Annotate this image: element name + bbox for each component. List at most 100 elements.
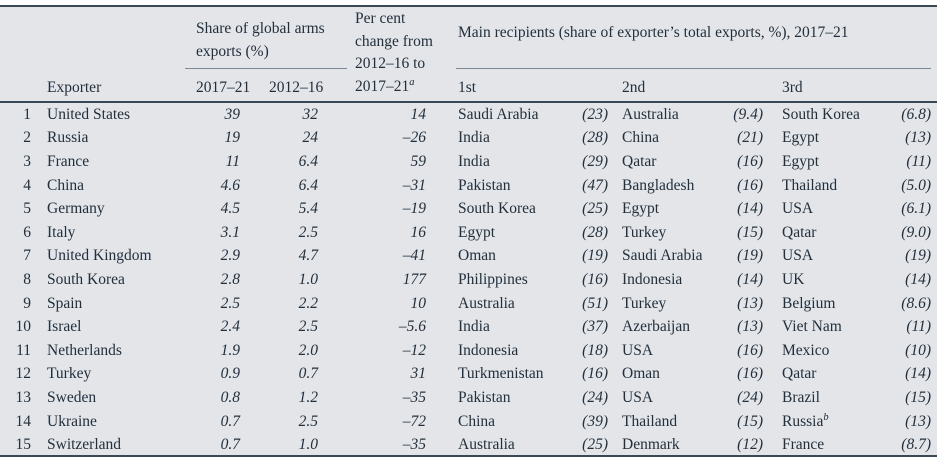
recipient-3-share-cell: (6.8) (901, 105, 931, 123)
recipient-2-share-cell: (13) (737, 294, 763, 312)
recipient-3-name-cell: Egypt (763, 129, 888, 147)
table-row: 10 Israel 2.4 2.5 –5.6 India (37) Azerba… (0, 315, 937, 339)
recipient-3-name: Viet Nam (782, 318, 842, 336)
recipient-3-share-cell: (6.1) (901, 200, 931, 218)
recipient-2-share-cell: (19) (737, 247, 763, 265)
share-2017-21-cell: 0.7 (220, 412, 240, 430)
header-change-group: Per cent change from 2012–16 to 2017–21a (355, 8, 452, 98)
recipient-2-share-cell: (16) (737, 152, 763, 170)
table-row: 6 Italy 3.1 2.5 16 Egypt (28) Turkey (15… (0, 221, 937, 245)
recipient-3-name: Mexico (782, 341, 830, 359)
recipient-1-name-cell: Turkmenistan (458, 365, 544, 383)
rank-cell: 6 (23, 223, 31, 241)
percent-change-cell: –5.6 (398, 318, 426, 336)
exporter-cell: Germany (47, 200, 105, 218)
recipient-3-name: Russia (782, 412, 824, 430)
rank-cell: 15 (15, 436, 32, 454)
recipient-2-name-cell: Bangladesh (622, 176, 695, 194)
recipient-3-share-cell: (13) (905, 129, 931, 147)
recipient-3-name-cell: Egypt (763, 153, 888, 171)
exporter-cell: Netherlands (47, 341, 122, 359)
recipient-3-share-cell: (11) (906, 152, 931, 170)
recipient-1-name-cell: Australia (458, 436, 515, 454)
recipient-2-name-cell: USA (622, 341, 654, 359)
recipient-3-name: South Korea (782, 105, 860, 123)
table-row: 15 Switzerland 0.7 1.0 –35 Australia (25… (0, 433, 937, 457)
recipient-3-name-cell: Thailand (763, 177, 888, 195)
share-2012-16-cell: 5.4 (298, 200, 318, 218)
recipient-1-name-cell: India (458, 318, 490, 336)
recipient-3-share-cell: (13) (905, 412, 931, 430)
header-share-2017-21: 2017–21 (196, 79, 251, 96)
recipient-2-name-cell: Azerbaijan (622, 318, 690, 336)
recipient-1-share-cell: (28) (582, 129, 608, 147)
recipient-2-name-cell: Egypt (622, 200, 660, 218)
recipient-2-name-cell: Qatar (622, 152, 657, 170)
exporter-cell: Spain (47, 294, 83, 312)
share-2017-21-cell: 2.5 (220, 294, 240, 312)
recipient-2-share-cell: (13) (737, 318, 763, 336)
recipient-2-share-cell: (14) (737, 270, 763, 288)
share-2012-16-cell: 1.0 (298, 436, 318, 454)
share-2017-21-cell: 4.6 (220, 176, 240, 194)
header-exporter: Exporter (47, 79, 102, 96)
recipient-1-share-cell: (16) (582, 365, 608, 383)
share-2012-16-cell: 6.4 (298, 176, 318, 194)
header-recipient-3rd: 3rd (782, 79, 803, 96)
table-header: Share of global arms exports (%) Per cen… (0, 7, 937, 103)
recipient-2-name-cell: Saudi Arabia (622, 247, 703, 265)
rank-cell: 13 (15, 388, 32, 406)
table-row: 7 United Kingdom 2.9 4.7 –41 Oman (19) S… (0, 245, 937, 269)
recipient-3-name-cell: South Korea (763, 106, 888, 124)
recipient-2-share-cell: (24) (737, 388, 763, 406)
recipient-1-share-cell: (51) (582, 294, 608, 312)
rank-cell: 5 (23, 200, 31, 218)
share-2017-21-cell: 4.5 (220, 200, 240, 218)
recipient-3-name-cell: Qatar (763, 365, 888, 383)
percent-change-cell: –41 (402, 247, 426, 265)
exporter-cell: Turkey (47, 365, 92, 383)
percent-change-cell: –72 (402, 412, 426, 430)
recipient-3-share-cell: (8.6) (901, 294, 931, 312)
recipient-3-name: USA (782, 200, 814, 218)
share-2012-16-cell: 2.5 (298, 318, 318, 336)
exporter-cell: United Kingdom (47, 247, 152, 265)
recipient-3-name-cell: Qatar (763, 224, 888, 242)
rank-cell: 3 (23, 152, 31, 170)
share-2017-21-cell: 39 (224, 105, 241, 123)
recipient-1-name-cell: South Korea (458, 200, 536, 218)
recipient-3-share-cell: (19) (905, 247, 931, 265)
recipient-3-share-cell: (15) (905, 388, 931, 406)
recipient-1-name-cell: India (458, 152, 490, 170)
recipient-2-share-cell: (16) (737, 341, 763, 359)
recipient-1-share-cell: (23) (582, 105, 608, 123)
recipient-3-name-cell: UK (763, 271, 888, 289)
recipient-2-name-cell: Australia (622, 105, 679, 123)
share-2017-21-cell: 0.8 (220, 388, 240, 406)
recipient-3-name: Egypt (782, 129, 820, 147)
table-row: 11 Netherlands 1.9 2.0 –12 Indonesia (18… (0, 339, 937, 363)
recipient-2-share-cell: (12) (737, 436, 763, 454)
recipient-3-share-cell: (11) (906, 318, 931, 336)
recipient-1-share-cell: (24) (582, 388, 608, 406)
recipient-2-name-cell: Denmark (622, 436, 680, 454)
recipient-1-share-cell: (47) (582, 176, 608, 194)
share-2012-16-cell: 0.7 (298, 365, 318, 383)
recipient-3-name: Belgium (782, 294, 836, 312)
recipient-2-name-cell: USA (622, 388, 654, 406)
share-2012-16-cell: 32 (302, 105, 319, 123)
table-row: 2 Russia 19 24 –26 India (28) China (21)… (0, 127, 937, 151)
rank-cell: 4 (23, 176, 31, 194)
share-2017-21-cell: 2.8 (220, 270, 240, 288)
share-2012-16-cell: 2.0 (298, 341, 318, 359)
percent-change-cell: –35 (402, 436, 426, 454)
share-2017-21-cell: 0.9 (220, 365, 240, 383)
exporter-cell: France (47, 152, 90, 170)
share-2012-16-cell: 2.2 (298, 294, 318, 312)
recipient-2-name-cell: Indonesia (622, 270, 683, 288)
recipient-3-name: Qatar (782, 223, 817, 241)
percent-change-cell: –31 (402, 176, 426, 194)
recipient-1-name-cell: Philippines (458, 270, 528, 288)
recipient-3-name: Egypt (782, 152, 820, 170)
recipient-2-share-cell: (16) (737, 365, 763, 383)
